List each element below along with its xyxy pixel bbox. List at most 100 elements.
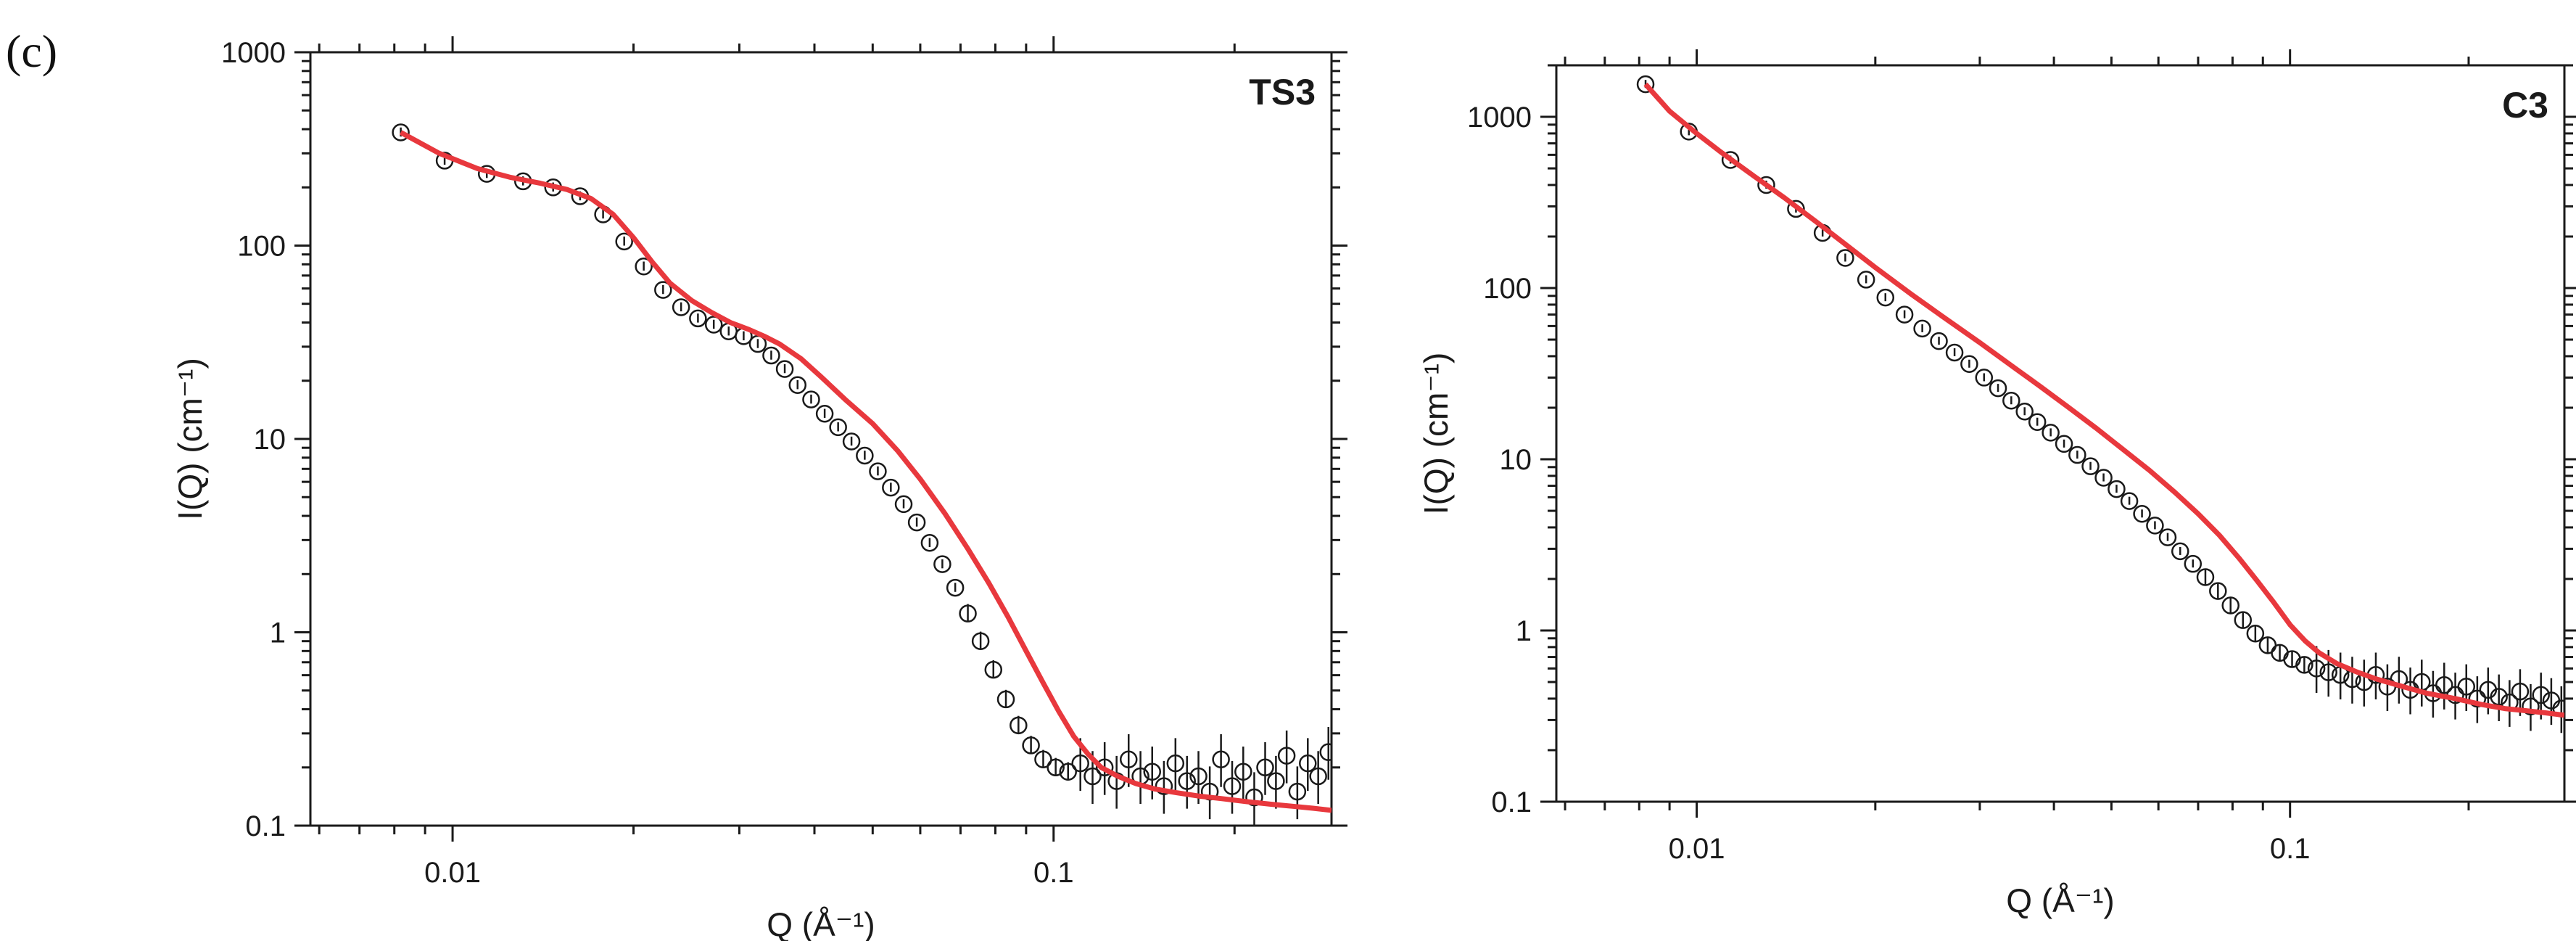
data-point — [2108, 480, 2126, 498]
data-point — [1189, 767, 1208, 786]
data-point — [971, 632, 990, 650]
axis-ticks — [1540, 49, 2576, 818]
data-point — [2068, 445, 2086, 464]
data-point — [1143, 763, 1162, 781]
data-point — [2196, 568, 2215, 586]
data-point — [704, 316, 723, 334]
data-point — [2457, 678, 2476, 696]
plot-area — [392, 123, 1332, 826]
fit-line — [1643, 82, 2564, 718]
data-point — [802, 390, 820, 408]
data-point — [894, 495, 913, 514]
data-point — [775, 360, 794, 378]
data-point — [984, 660, 1003, 679]
data-point — [689, 309, 707, 328]
data-point — [1010, 716, 1028, 735]
data-point — [842, 432, 861, 451]
data-point — [635, 258, 653, 276]
x-axis-label: Q (Å⁻¹) — [767, 905, 875, 941]
y-tick-label: 1 — [270, 617, 286, 649]
axis-ticks — [294, 36, 1347, 842]
data-point — [1095, 758, 1114, 777]
data-point — [1277, 747, 1296, 765]
data-point — [1178, 772, 1196, 790]
data-point — [1895, 305, 1914, 324]
data-point — [2146, 517, 2164, 535]
data-point — [654, 281, 672, 299]
data-point — [2319, 663, 2337, 681]
data-point — [2171, 542, 2189, 561]
data-point — [1975, 369, 1994, 387]
data-point — [1034, 750, 1052, 768]
data-point — [2221, 596, 2239, 615]
data-point — [1046, 758, 1065, 777]
data-point — [829, 418, 847, 437]
y-tick-label: 0.1 — [1491, 786, 1532, 818]
data-point — [1299, 754, 1317, 773]
data-point — [1913, 319, 1931, 338]
data-point — [1721, 151, 1740, 169]
data-point — [392, 123, 410, 141]
chart-title: C3 — [2502, 85, 2548, 126]
y-tick-label: 1 — [1516, 615, 1532, 647]
data-point — [1309, 767, 1327, 786]
data-point — [2522, 697, 2540, 715]
data-point — [1945, 343, 1964, 362]
data-point — [2209, 582, 2227, 600]
data-point — [920, 534, 939, 552]
data-point — [1288, 782, 1307, 801]
data-point — [959, 604, 977, 622]
data-point — [1234, 763, 1252, 781]
data-point — [933, 555, 951, 573]
y-tick-label: 10 — [254, 424, 286, 456]
data-point — [672, 298, 690, 316]
x-tick-label: 0.1 — [1033, 857, 1074, 889]
data-point — [1059, 763, 1077, 781]
data-point — [1245, 788, 1263, 807]
data-point — [1083, 767, 1102, 786]
data-point — [2055, 435, 2073, 453]
data-point — [1223, 777, 1242, 795]
data-point — [1857, 271, 1875, 289]
x-tick-label: 0.01 — [424, 857, 481, 889]
data-point — [1071, 754, 1089, 773]
data-point — [615, 232, 633, 251]
panel-label: (c) — [6, 25, 57, 77]
data-point — [2002, 391, 2020, 410]
data-point — [2133, 504, 2151, 523]
plot-area — [1636, 75, 2564, 734]
data-point — [1267, 772, 1285, 790]
data-point — [2234, 611, 2253, 629]
y-tick-label: 100 — [1483, 273, 1532, 305]
data-point — [1212, 750, 1230, 768]
data-point — [1636, 75, 1655, 94]
plot-frame — [309, 51, 1333, 827]
y-tick-label: 1000 — [221, 37, 286, 69]
data-point — [946, 578, 965, 597]
data-point — [907, 513, 926, 532]
data-point — [1022, 736, 1040, 755]
data-point — [856, 446, 874, 465]
data-point — [2295, 656, 2313, 674]
data-point — [2490, 688, 2508, 706]
data-point — [1836, 249, 1854, 267]
data-point — [2158, 528, 2177, 546]
data-point — [762, 346, 780, 365]
y-tick-label: 0.1 — [245, 810, 286, 842]
plot-frame — [1555, 64, 2566, 803]
data-point — [1960, 355, 1978, 373]
data-point — [1930, 332, 1948, 350]
x-axis-label: Q (Å⁻¹) — [2006, 882, 2114, 919]
chart-c3: 0.01 0.1 0.1 1 10 100 1000 Q (Å⁻¹) I(Q) (cm⁻¹) C3 — [1417, 49, 2576, 919]
data-point — [1155, 777, 1173, 795]
chart-ts3: 0.01 0.1 0.1 1 10 100 1000 Q (Å⁻¹) I(Q) (cm⁻¹) TS… — [171, 36, 1347, 941]
y-tick-label: 1000 — [1467, 102, 1532, 133]
y-tick-label: 100 — [237, 231, 286, 263]
y-axis-label: I(Q) (cm⁻¹) — [1417, 353, 1455, 515]
data-point — [2042, 424, 2060, 442]
data-point — [2015, 402, 2034, 421]
chart-title: TS3 — [1249, 72, 1316, 112]
data-point — [1319, 743, 1332, 761]
data-point — [1757, 176, 1775, 194]
